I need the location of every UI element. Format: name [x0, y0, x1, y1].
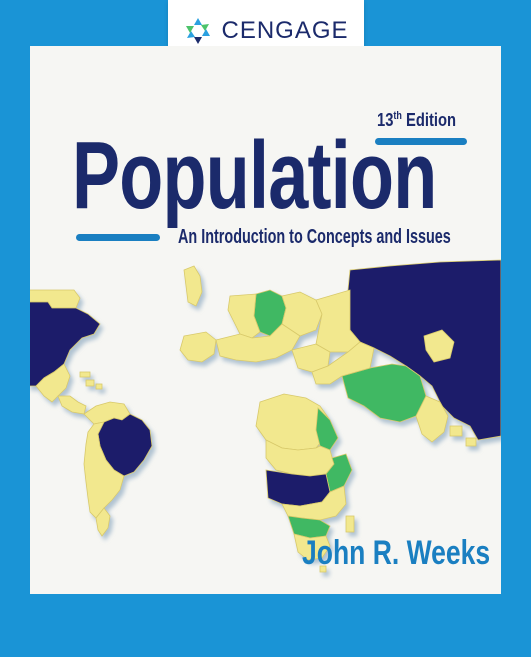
publisher-name: CENGAGE [221, 16, 349, 44]
accent-bar-top [375, 138, 467, 145]
edition-suffix: th [393, 110, 402, 122]
world-map-illustration [30, 259, 501, 573]
book-subtitle: An Introduction to Concepts and Issues [178, 226, 451, 248]
edition-number: 13 [377, 110, 394, 130]
cengage-logo-icon [186, 17, 211, 44]
accent-bar-left [76, 234, 160, 241]
edition-label: 13th Edition [377, 110, 456, 131]
book-cover: 13th Edition Population An Introduction … [30, 46, 501, 594]
edition-word: Edition [401, 110, 457, 130]
book-title: Population [72, 122, 437, 229]
book-author: John R. Weeks [302, 534, 491, 572]
